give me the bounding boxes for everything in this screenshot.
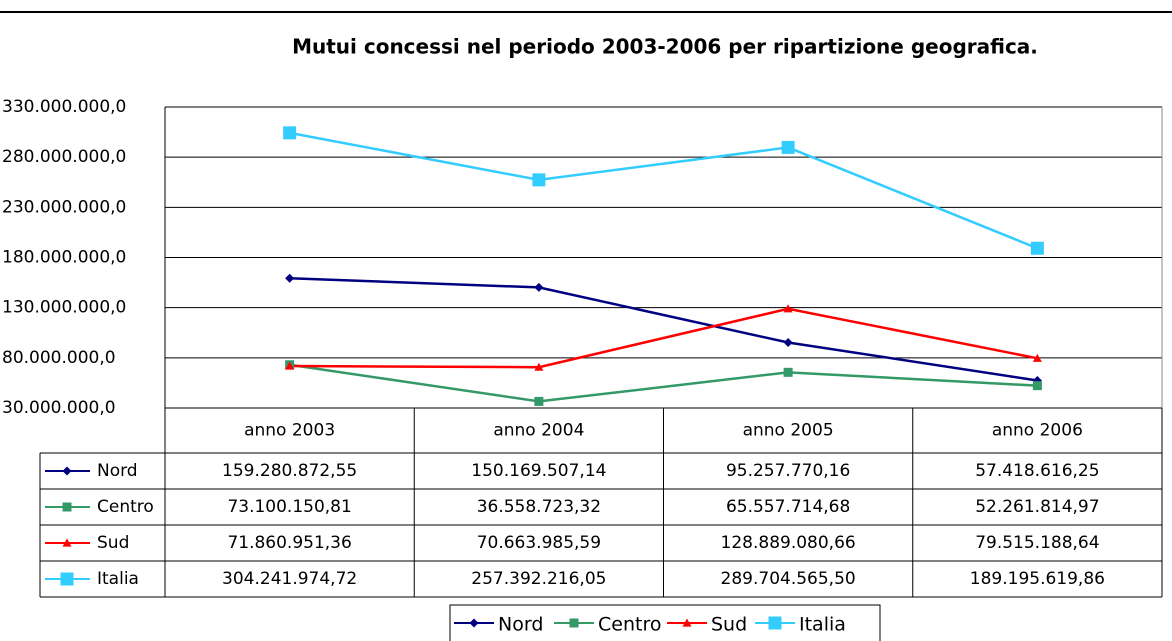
legend-key-marker (60, 572, 74, 586)
data-point (783, 304, 793, 313)
data-point (534, 396, 544, 406)
data-point (285, 361, 295, 370)
legend-key-marker (62, 502, 72, 512)
legend-label: Sud (711, 614, 747, 636)
series-line (289, 307, 1038, 369)
data-point (1030, 241, 1044, 255)
data-point (532, 173, 546, 187)
y-tick-label: 80.000.000,0 (2, 348, 116, 368)
x-tick-label: anno 2005 (743, 421, 834, 441)
x-tick-label: anno 2006 (992, 421, 1083, 441)
table-value: 36.558.723,32 (477, 497, 601, 517)
table-value: 70.663.985,59 (477, 533, 601, 553)
data-point (783, 338, 793, 348)
data-point (783, 367, 793, 377)
table-value: 189.195.619,86 (970, 569, 1105, 589)
y-tick-label: 230.000.000,0 (2, 197, 126, 217)
legend-key-marker (62, 466, 72, 476)
table-value: 257.392.216,05 (471, 569, 606, 589)
table-value: 304.241.974,72 (222, 569, 357, 589)
legend-label: Nord (498, 614, 543, 636)
data-point (781, 140, 795, 154)
table-value: 159.280.872,55 (222, 461, 357, 481)
legend-key-marker (768, 616, 782, 630)
row-label: Nord (97, 461, 138, 481)
y-tick-label: 30.000.000,0 (2, 398, 116, 418)
table-value: 79.515.188,64 (975, 533, 1099, 553)
row-label: Italia (97, 569, 139, 589)
data-point (1032, 381, 1042, 391)
table-value: 52.261.814,97 (975, 497, 1099, 517)
y-tick-label: 280.000.000,0 (2, 147, 126, 167)
data-point (283, 126, 297, 140)
x-tick-label: anno 2003 (244, 421, 335, 441)
legend-key-marker (469, 618, 479, 628)
x-tick-label: anno 2004 (493, 421, 584, 441)
legend-label: Italia (799, 614, 846, 636)
table-value: 65.557.714,68 (726, 497, 850, 517)
series-line (289, 277, 1038, 382)
table-value: 150.169.507,14 (471, 461, 606, 481)
legend-box (449, 604, 881, 641)
chart-title: Mutui concessi nel periodo 2003-2006 per… (292, 35, 1038, 59)
y-tick-label: 180.000.000,0 (2, 248, 126, 268)
table-value: 128.889.080,66 (721, 533, 856, 553)
data-point (285, 273, 295, 283)
series-line (289, 131, 1038, 250)
legend-key-marker (569, 618, 579, 628)
table-value: 57.418.616,25 (975, 461, 1099, 481)
legend-key-marker (62, 538, 72, 547)
data-point (534, 362, 544, 371)
row-label: Centro (97, 497, 154, 517)
table-value: 73.100.150,81 (227, 497, 351, 517)
y-tick-label: 130.000.000,0 (2, 298, 126, 318)
table-value: 95.257.770,16 (726, 461, 850, 481)
row-label: Sud (97, 533, 129, 553)
legend-label: Centro (598, 614, 661, 636)
table-value: 289.704.565,50 (721, 569, 856, 589)
data-point (1032, 353, 1042, 362)
series-line (289, 363, 1038, 403)
y-tick-label: 330.000.000,0 (2, 97, 126, 117)
table-value: 71.860.951,36 (227, 533, 351, 553)
data-point (534, 282, 544, 292)
legend-key-marker (682, 618, 692, 627)
